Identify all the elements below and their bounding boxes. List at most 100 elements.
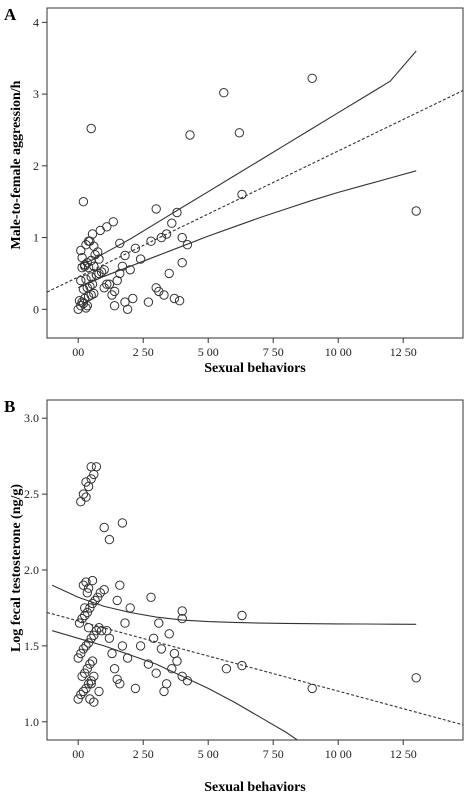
data-point-a (234, 128, 245, 138)
data-point-b (115, 679, 125, 689)
data-point-b (151, 668, 161, 678)
x-tick-label-a-4: 10 00 (325, 345, 352, 359)
data-point-b (122, 653, 133, 663)
data-point-b (80, 610, 90, 621)
data-point-a (83, 236, 94, 246)
data-point-a (108, 217, 119, 227)
y-tick-label-a-4: 4 (33, 15, 39, 29)
data-point-b (76, 689, 86, 700)
plot-frame-b (46, 399, 464, 741)
data-point-a (159, 290, 169, 300)
data-point-a (89, 288, 99, 299)
data-point-b (87, 598, 98, 609)
data-point-a (161, 229, 172, 239)
data-point-b (177, 613, 187, 624)
data-point-b (77, 613, 87, 624)
data-point-b (86, 633, 96, 643)
x-tick-label-b-3: 7 50 (263, 747, 284, 761)
data-point-a (125, 265, 135, 275)
data-point-b (87, 656, 98, 666)
data-point-b (81, 641, 91, 651)
panel-b: B 00 2 50 5 00 7 50 10 00 12 50 1.0 1.5 2.0 2.5 3.… (4, 397, 464, 795)
x-tick-label-b-5: 12 50 (390, 747, 417, 761)
data-point-a (74, 296, 85, 306)
data-point-b (135, 641, 146, 651)
ci-upper-line-a (78, 50, 417, 266)
data-point-b (74, 618, 85, 628)
y-tick-label-a-3: 3 (33, 87, 39, 101)
panel-letter-a: A (4, 5, 17, 24)
y-tick-label-b-2: 2.0 (24, 563, 39, 577)
y-tick-label-b-0: 1.0 (24, 715, 39, 729)
data-point-a (151, 204, 161, 214)
data-point-b (86, 676, 96, 686)
data-point-b (109, 664, 120, 674)
data-point-a (94, 268, 104, 279)
data-point-a (85, 281, 95, 291)
data-point-b (82, 607, 93, 618)
data-point-b (117, 641, 128, 651)
data-point-b (237, 660, 247, 671)
data-point-a (102, 279, 112, 289)
data-point-a (174, 296, 185, 306)
data-point-b (83, 638, 94, 648)
data-point-b (81, 477, 91, 487)
data-point-b (86, 462, 96, 472)
x-tick-label-b-4: 10 00 (325, 747, 352, 761)
data-point-a (102, 222, 112, 232)
data-point-b (237, 610, 247, 621)
data-point-b (112, 674, 122, 684)
data-point-b (85, 603, 95, 613)
x-tick-label-a-2: 5 00 (198, 345, 219, 359)
data-point-b (81, 577, 91, 587)
data-point-a (86, 272, 96, 282)
data-point-b (78, 580, 89, 590)
data-point-b (307, 683, 317, 694)
data-point-b (93, 592, 103, 602)
data-point-a (80, 261, 90, 271)
data-point-b (87, 575, 98, 586)
data-point-a (182, 240, 193, 250)
data-point-a (411, 206, 421, 216)
data-point-b (82, 664, 93, 674)
data-point-b (83, 679, 94, 689)
data-point-b (99, 522, 109, 533)
data-point-b (78, 644, 89, 654)
data-point-b (177, 606, 187, 616)
data-point-a (146, 236, 156, 246)
x-tick-label-a-1: 2 50 (133, 345, 154, 359)
y-tick-label-a-1: 1 (33, 231, 39, 245)
data-point-a (96, 267, 107, 277)
data-point-a (154, 286, 164, 297)
panel-letter-b: B (4, 397, 15, 416)
data-point-b (221, 664, 232, 674)
data-point-b (148, 633, 159, 643)
data-point-a (99, 265, 109, 275)
data-point-a (307, 73, 317, 84)
x-tick-label-b-1: 2 50 (133, 747, 154, 761)
y-tick-label-b-3: 2.5 (24, 487, 39, 501)
x-tick-label-a-0: 00 (72, 345, 84, 359)
data-point-b (83, 583, 94, 593)
data-point-b (81, 683, 91, 694)
y-axis-title-b: Log fecal testosterone (ng/g) (9, 484, 24, 652)
data-point-b (89, 630, 99, 640)
data-point-b (80, 603, 90, 613)
data-point-a (94, 254, 104, 264)
data-point-b (99, 585, 109, 595)
y-tick-label-a-0: 0 (33, 302, 39, 316)
data-point-a (76, 275, 86, 286)
data-point-b (76, 648, 86, 659)
data-point-b (82, 588, 93, 598)
data-point-a (87, 279, 98, 289)
data-point-a (135, 254, 146, 264)
x-axis-title-a: Sexual behaviors (204, 361, 306, 376)
data-point-a (104, 279, 115, 289)
data-point-a (78, 284, 89, 294)
data-point-b (112, 595, 122, 606)
data-point-a (156, 232, 167, 243)
data-point-a (219, 88, 229, 98)
ci-lower-line-a (77, 170, 417, 289)
x-tick-label-a-5: 12 50 (390, 345, 417, 359)
